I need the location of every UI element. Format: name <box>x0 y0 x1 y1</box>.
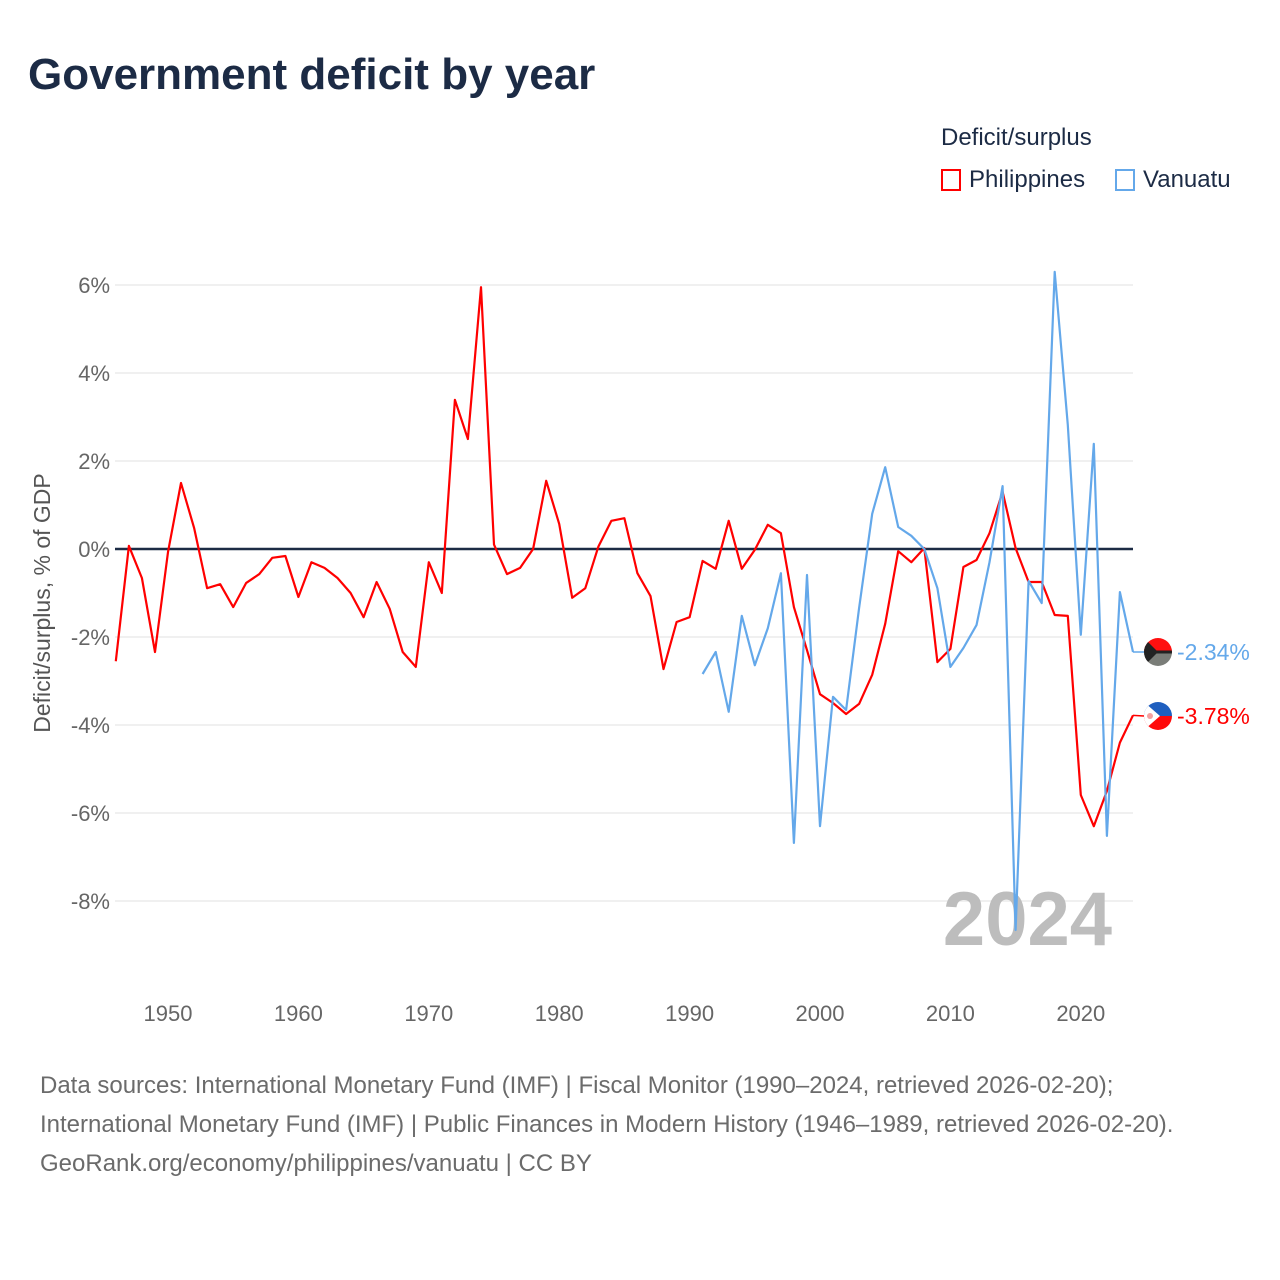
legend-label: Philippines <box>969 166 1086 193</box>
legend-swatch-philippines <box>941 169 961 191</box>
y-tick-label: 6% <box>78 273 110 298</box>
y-tick-label: -8% <box>71 889 110 914</box>
legend-swatch-vanuatu <box>1115 169 1135 191</box>
y-tick-label: 4% <box>78 361 110 386</box>
chart-title: Government deficit by year <box>28 50 596 99</box>
footer: Data sources: International Monetary Fun… <box>40 1066 1240 1183</box>
series-line-philippines <box>114 286 1134 828</box>
y-tick-label: 0% <box>78 537 110 562</box>
legend-item-vanuatu[interactable]: Vanuatu <box>1115 166 1231 194</box>
legend-label: Vanuatu <box>1143 166 1231 193</box>
y-tick-label: -6% <box>71 801 110 826</box>
flag-graphic <box>1144 702 1172 730</box>
legend-title: Deficit/surplus <box>941 124 1092 151</box>
flag-graphic <box>1144 638 1172 666</box>
y-tick-label: -4% <box>71 713 110 738</box>
x-tick-label: 1960 <box>274 1001 323 1026</box>
flag-sun <box>1147 713 1153 719</box>
x-tick-label: 1950 <box>144 1001 193 1026</box>
end-connector <box>1132 714 1145 717</box>
series-line-vanuatu <box>701 270 1135 932</box>
legend-item-philippines[interactable]: Philippines <box>941 166 1085 194</box>
x-tick-label: 2000 <box>796 1001 845 1026</box>
y-axis-label: Deficit/surplus, % of GDP <box>29 473 55 732</box>
x-tick-label: 2020 <box>1056 1001 1105 1026</box>
x-tick-label: 1990 <box>665 1001 714 1026</box>
end-value-label: -3.78% <box>1177 703 1250 729</box>
x-tick-label: 1980 <box>535 1001 584 1026</box>
flag-philippines-icon <box>1144 702 1172 730</box>
credit-link[interactable]: GeoRank.org/economy/philippines/vanuatu … <box>40 1150 592 1177</box>
x-tick-label: 1970 <box>404 1001 453 1026</box>
y-tick-label: 2% <box>78 449 110 474</box>
data-sources: Data sources: International Monetary Fun… <box>40 1072 1174 1138</box>
flag-triangle <box>1144 638 1158 666</box>
y-tick-label: -2% <box>71 625 110 650</box>
flag-vanuatu-icon <box>1144 638 1172 666</box>
x-tick-label: 2010 <box>926 1001 975 1026</box>
end-value-label: -2.34% <box>1177 639 1250 665</box>
year-watermark: 2024 <box>943 877 1112 962</box>
